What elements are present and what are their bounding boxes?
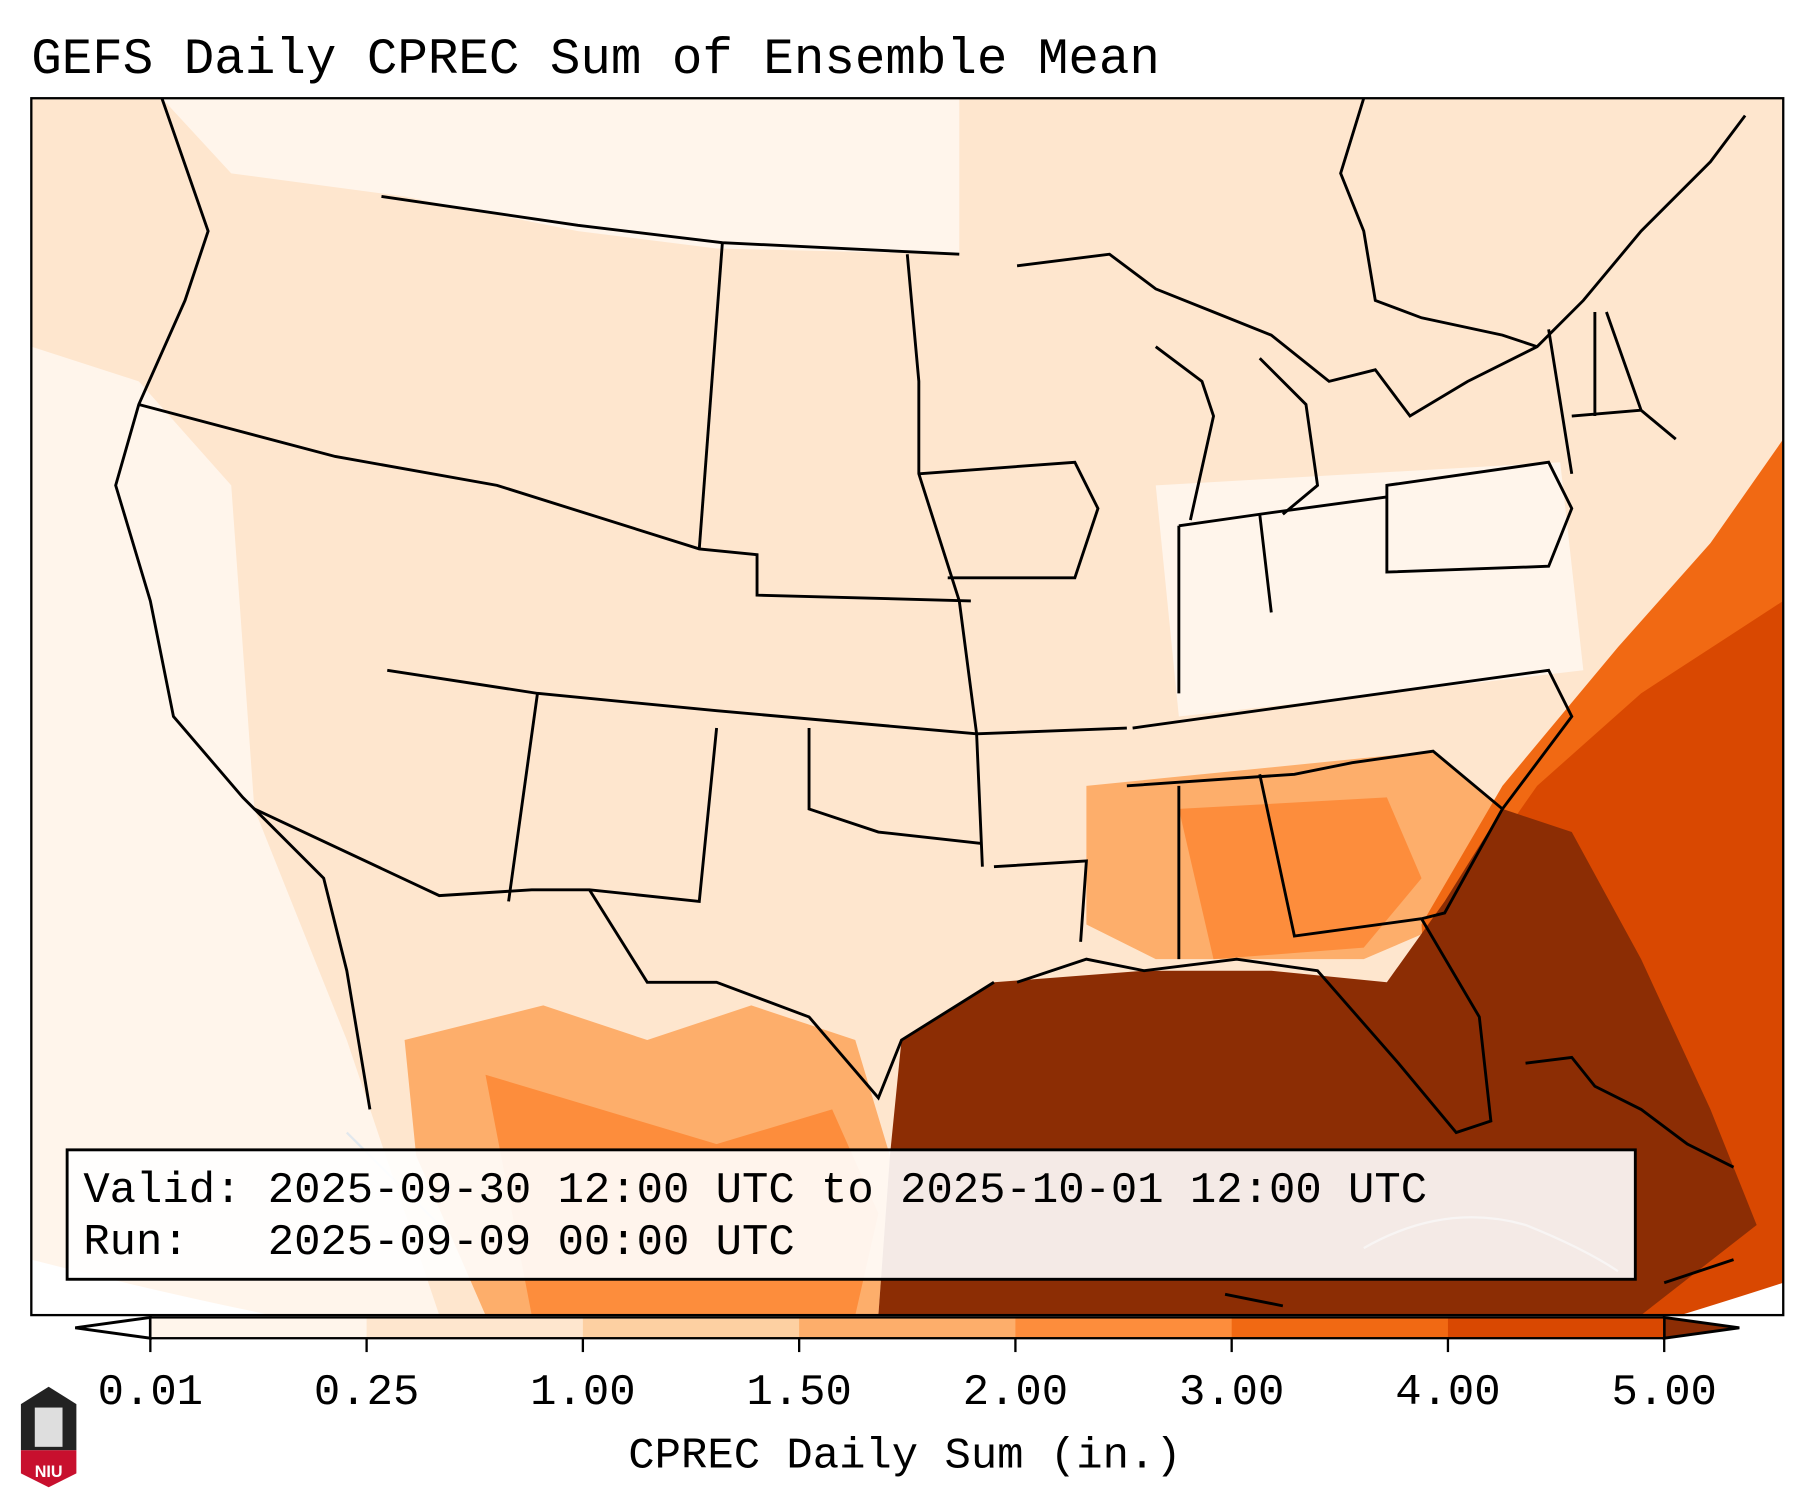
colorbar-tick-label: 4.00 <box>1395 1368 1500 1418</box>
colorbar-segment <box>1447 1317 1665 1339</box>
moderate-precip-southeast <box>1178 797 1422 960</box>
chart-title: GEFS Daily CPREC Sum of Ensemble Mean <box>31 32 1160 89</box>
state-boundaries <box>114 98 1747 1308</box>
colorbar-tick-label: 1.50 <box>746 1368 851 1418</box>
colorbar-tick-label: 3.00 <box>1179 1368 1284 1418</box>
logo-text: NIU <box>35 1463 63 1481</box>
info-box-background <box>65 1148 1637 1281</box>
light-precip-east <box>1155 462 1584 717</box>
colorbar-tick-label: 5.00 <box>1612 1368 1717 1418</box>
niu-logo: NIU <box>20 1386 77 1488</box>
colorbar-label: CPREC Daily Sum (in.) <box>628 1432 1181 1482</box>
colorbar-tick-label: 0.01 <box>98 1368 203 1418</box>
colorbar-segment <box>366 1317 584 1339</box>
colorbar-over-triangle <box>1662 1315 1740 1340</box>
light-precip-west <box>31 346 440 1316</box>
colorbar-segment <box>1231 1317 1449 1339</box>
logo-building-icon <box>34 1407 63 1447</box>
colorbar-segment <box>582 1317 800 1339</box>
colorbar: 0.01 0.25 1.00 1.50 2.00 3.00 4.00 5.00 <box>75 1315 1740 1418</box>
run-time-text: Run: 2025-09-09 00:00 UTC <box>83 1218 794 1268</box>
logo-shield-red <box>20 1450 77 1488</box>
map-frame <box>30 97 1785 1317</box>
light-precip-north <box>161 98 960 255</box>
colorbar-under-triangle <box>75 1315 152 1340</box>
colorbar-segment <box>1015 1317 1233 1339</box>
valid-time-text: Valid: 2025-09-30 12:00 UTC to 2025-10-0… <box>83 1166 1427 1216</box>
colorbar-tick-label: 2.00 <box>963 1368 1068 1418</box>
outside-domain-left <box>31 1259 271 1316</box>
colorbar-segment <box>150 1317 368 1339</box>
colorbar-segment <box>799 1317 1016 1339</box>
outside-domain-right <box>1680 1282 1784 1316</box>
info-box: Valid: 2025-09-30 12:00 UTC to 2025-10-0… <box>65 1148 1637 1281</box>
colorbar-outline <box>149 1316 1666 1340</box>
colorbar-tick-label: 0.25 <box>314 1368 419 1418</box>
colorbar-tick-label: 1.00 <box>530 1368 635 1418</box>
